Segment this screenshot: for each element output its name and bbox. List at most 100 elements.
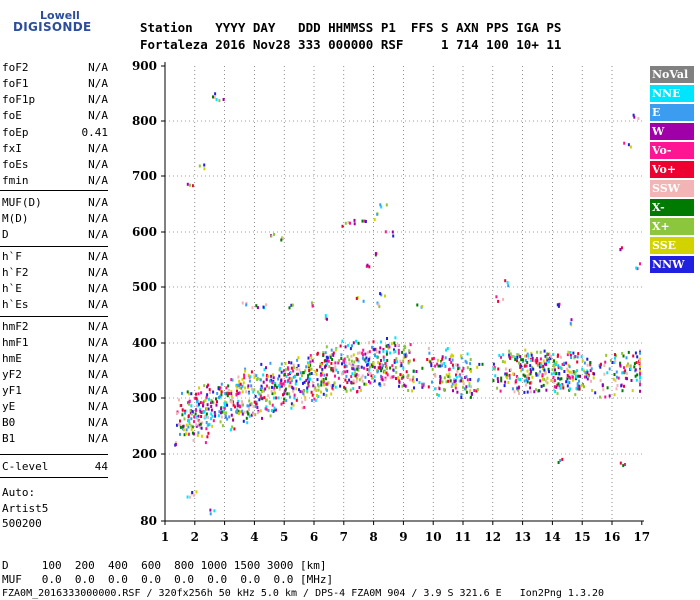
param-separator xyxy=(0,477,108,478)
x-tick-label: 1 xyxy=(161,530,169,544)
echo-point xyxy=(458,379,461,383)
echo-point xyxy=(307,381,310,385)
auto-label: Auto: xyxy=(2,486,36,499)
echo-point xyxy=(250,384,253,388)
echo-point xyxy=(265,407,268,411)
param-row: M(D) N/A xyxy=(2,212,108,228)
echo-point xyxy=(237,399,240,403)
echo-point xyxy=(399,373,402,377)
echo-point xyxy=(624,369,627,373)
echo-point xyxy=(235,393,238,397)
echo-point xyxy=(429,360,432,364)
echo-point xyxy=(231,378,234,382)
echo-point xyxy=(208,397,210,401)
echo-point xyxy=(535,388,537,392)
echo-point xyxy=(504,360,506,364)
echo-point xyxy=(352,387,355,391)
echo-point xyxy=(377,303,380,306)
echo-point xyxy=(204,415,207,419)
echo-point xyxy=(368,380,370,384)
echo-point xyxy=(212,95,214,99)
echo-point xyxy=(557,376,560,380)
echo-point xyxy=(443,376,446,380)
echo-point xyxy=(260,387,263,391)
echo-point xyxy=(190,412,193,416)
echo-point xyxy=(214,412,217,416)
echo-point xyxy=(513,390,516,394)
echo-point xyxy=(619,248,622,251)
echo-point xyxy=(562,386,565,390)
echo-point xyxy=(574,393,577,397)
echo-point xyxy=(599,365,602,369)
echo-point xyxy=(504,279,507,283)
echo-point xyxy=(350,359,353,363)
echo-point xyxy=(220,390,223,394)
echo-point xyxy=(187,419,190,423)
echo-point xyxy=(295,379,298,383)
echo-point xyxy=(378,382,381,386)
echo-point xyxy=(259,409,262,413)
echo-point xyxy=(561,362,564,366)
echo-point xyxy=(238,386,241,390)
echo-point xyxy=(267,394,270,398)
echo-point xyxy=(614,356,616,360)
echo-point xyxy=(394,350,397,354)
echo-point xyxy=(254,394,257,398)
echo-point xyxy=(394,344,397,348)
echo-point xyxy=(217,387,220,391)
echo-point xyxy=(214,414,217,418)
echo-point xyxy=(274,383,277,387)
echo-point xyxy=(322,353,325,356)
echo-point xyxy=(462,382,465,386)
echo-point xyxy=(174,443,177,446)
echo-point xyxy=(557,364,560,368)
echo-point xyxy=(515,378,518,382)
legend-item: W xyxy=(650,123,694,140)
echo-point xyxy=(350,380,353,384)
echo-point xyxy=(179,419,181,423)
echo-point xyxy=(389,366,392,370)
echo-point xyxy=(632,113,635,117)
echo-point xyxy=(364,375,367,379)
echo-point xyxy=(394,366,397,369)
echo-point xyxy=(639,369,641,373)
param-row: foF1p N/A xyxy=(2,93,108,109)
echo-point xyxy=(516,375,518,378)
echo-point xyxy=(215,397,217,401)
echo-point xyxy=(566,373,569,377)
echo-point xyxy=(524,383,527,387)
param-name: yF1 xyxy=(2,384,22,397)
echo-point xyxy=(592,376,595,380)
echo-point xyxy=(248,414,251,418)
echo-point xyxy=(313,397,316,401)
echo-point xyxy=(622,354,625,358)
echo-point xyxy=(247,391,250,395)
echo-point xyxy=(232,418,235,422)
echo-point xyxy=(523,379,526,383)
echo-point xyxy=(267,409,270,413)
echo-point xyxy=(575,375,578,379)
echo-point xyxy=(520,369,523,373)
echo-point xyxy=(379,292,382,296)
echo-point xyxy=(466,378,469,382)
param-value: N/A xyxy=(88,142,108,155)
echo-point xyxy=(351,344,353,348)
echo-point xyxy=(492,367,495,370)
echo-point xyxy=(270,234,273,238)
echo-point xyxy=(230,392,233,396)
echo-point xyxy=(320,390,322,394)
echo-point xyxy=(250,370,253,374)
echo-point xyxy=(306,388,309,392)
echo-point xyxy=(384,378,387,382)
echo-point xyxy=(290,361,293,365)
echo-point xyxy=(315,372,318,376)
echo-point xyxy=(338,359,341,363)
echo-point xyxy=(395,377,397,380)
echo-point xyxy=(524,354,527,358)
echo-point xyxy=(331,386,334,390)
echo-point xyxy=(307,356,310,360)
echo-point xyxy=(427,346,430,350)
echo-point xyxy=(223,406,226,410)
echo-point xyxy=(441,357,444,361)
echo-point xyxy=(448,375,451,379)
